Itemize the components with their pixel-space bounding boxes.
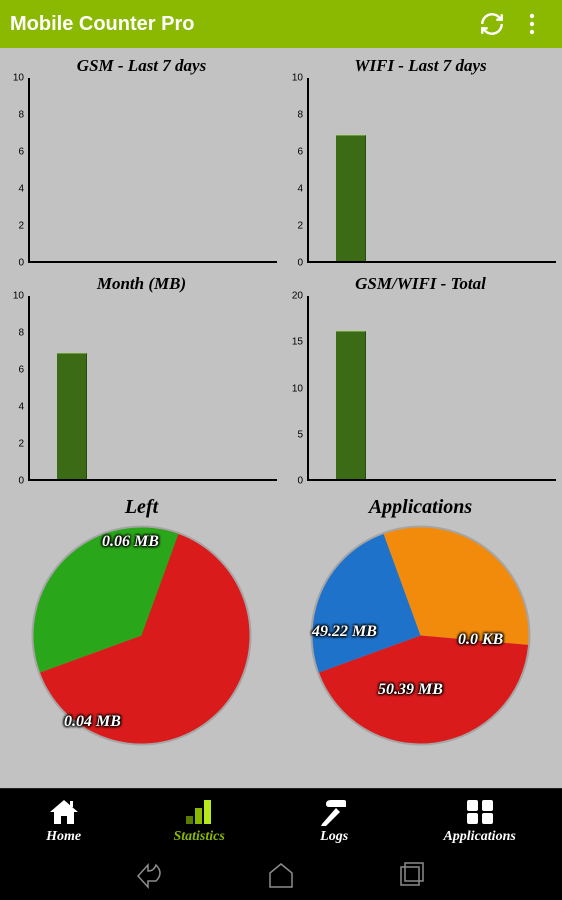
axis-tick: 4 — [8, 402, 24, 413]
bar-chart-grid: GSM - Last 7 days0246810WIFI - Last 7 da… — [6, 56, 556, 484]
pie-left: Left 0.06 MB 0.04 MB — [6, 496, 277, 748]
axis-tick: 10 — [8, 73, 24, 84]
axis-tick: 6 — [8, 365, 24, 376]
pie-slice-label: 49.22 MB — [312, 623, 377, 641]
content-area: GSM - Last 7 days0246810WIFI - Last 7 da… — [0, 48, 562, 788]
refresh-icon[interactable] — [472, 4, 512, 44]
nav-statistics-label: Statistics — [173, 829, 224, 845]
nav-logs-label: Logs — [320, 829, 348, 845]
pie-apps-title: Applications — [285, 496, 556, 519]
axis-tick: 6 — [287, 147, 303, 158]
nav-applications-label: Applications — [443, 829, 515, 845]
bar-chart-title: GSM - Last 7 days — [6, 56, 277, 78]
nav-applications[interactable]: Applications — [443, 797, 515, 845]
bar — [57, 353, 87, 479]
axis-tick: 2 — [287, 221, 303, 232]
applications-icon — [463, 797, 497, 827]
back-icon[interactable] — [136, 861, 166, 891]
bar-chart-title: Month (MB) — [6, 274, 277, 296]
axis-tick: 2 — [8, 439, 24, 450]
pie-slice-label: 50.39 MB — [378, 681, 443, 699]
pie-slice-label: 0.06 MB — [102, 533, 159, 551]
nav-statistics[interactable]: Statistics — [173, 797, 224, 845]
nav-home-label: Home — [46, 829, 81, 845]
sys-home-icon[interactable] — [266, 861, 296, 891]
axis-tick: 10 — [287, 383, 303, 394]
axis-tick: 10 — [8, 291, 24, 302]
app-title: Mobile Counter Pro — [10, 13, 472, 36]
pie-left-title: Left — [6, 496, 277, 519]
axis-tick: 0 — [8, 476, 24, 487]
axis-tick: 8 — [287, 110, 303, 121]
bar-plot: 0246810 — [28, 78, 277, 263]
pie-apps: Applications 50.39 MB 49.22 MB 0.0 KB — [285, 496, 556, 748]
pie-slice-label: 0.04 MB — [64, 713, 121, 731]
axis-tick: 0 — [8, 258, 24, 269]
bar-chart: WIFI - Last 7 days0246810 — [285, 56, 556, 266]
app-header: Mobile Counter Pro — [0, 0, 562, 48]
axis-tick: 6 — [8, 147, 24, 158]
axis-tick: 15 — [287, 337, 303, 348]
home-icon — [47, 797, 81, 827]
axis-tick: 5 — [287, 429, 303, 440]
recents-icon[interactable] — [396, 861, 426, 891]
axis-tick: 10 — [287, 73, 303, 84]
axis-tick: 4 — [8, 184, 24, 195]
bar — [336, 135, 366, 261]
axis-tick: 0 — [287, 476, 303, 487]
pie-row: Left 0.06 MB 0.04 MB Applications 50.39 M… — [6, 496, 556, 748]
bottom-nav: Home Statistics Logs Applications — [0, 788, 562, 852]
axis-tick: 2 — [8, 221, 24, 232]
pie-apps-chart: 50.39 MB 49.22 MB 0.0 KB — [308, 523, 533, 748]
bar-plot: 05101520 — [307, 296, 556, 481]
pie-slice-label: 0.0 KB — [458, 631, 503, 649]
axis-tick: 20 — [287, 291, 303, 302]
bar-plot: 0246810 — [28, 296, 277, 481]
bar-chart-title: GSM/WIFI - Total — [285, 274, 556, 296]
bar-chart: Month (MB)0246810 — [6, 274, 277, 484]
bar-chart: GSM/WIFI - Total05101520 — [285, 274, 556, 484]
bar-chart: GSM - Last 7 days0246810 — [6, 56, 277, 266]
pie-left-chart: 0.06 MB 0.04 MB — [29, 523, 254, 748]
axis-tick: 8 — [8, 328, 24, 339]
axis-tick: 8 — [8, 110, 24, 121]
nav-home[interactable]: Home — [46, 797, 81, 845]
axis-tick: 0 — [287, 258, 303, 269]
system-nav-bar — [0, 852, 562, 900]
nav-logs[interactable]: Logs — [317, 797, 351, 845]
bar — [336, 331, 366, 479]
statistics-icon — [182, 797, 216, 827]
bar-chart-title: WIFI - Last 7 days — [285, 56, 556, 78]
menu-icon[interactable] — [512, 4, 552, 44]
logs-icon — [317, 797, 351, 827]
axis-tick: 4 — [287, 184, 303, 195]
bar-plot: 0246810 — [307, 78, 556, 263]
